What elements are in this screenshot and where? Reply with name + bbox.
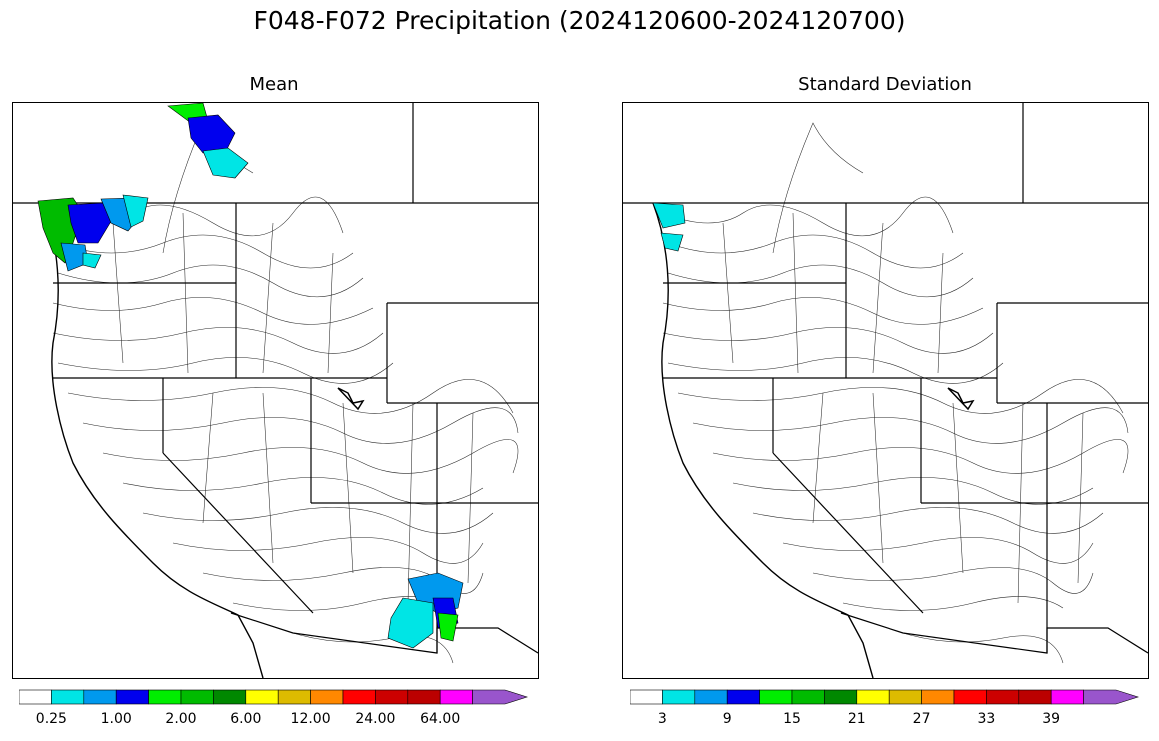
mean-colorbar-tick-label: 1.00 bbox=[100, 711, 132, 727]
mean-colorbar-swatch bbox=[472, 689, 528, 705]
stddev-panel-title: Standard Deviation bbox=[798, 74, 972, 95]
mean-colorbar-swatch bbox=[277, 689, 311, 705]
stddev-colorbar-swatch bbox=[662, 689, 696, 705]
mean-colorbar-tick-label: 6.00 bbox=[230, 711, 262, 727]
stddev-colorbar-tick-label: 33 bbox=[977, 711, 996, 727]
watershed-boundaries bbox=[52, 122, 519, 664]
stddev-colorbar-swatch bbox=[630, 689, 663, 705]
coastline bbox=[42, 202, 264, 678]
stddev-colorbar bbox=[630, 689, 1139, 705]
mean-colorbar-swatch bbox=[407, 689, 441, 705]
stddev-colorbar-tick-label: 3 bbox=[657, 711, 667, 727]
mean-map bbox=[13, 103, 538, 678]
stddev-colorbar-swatch bbox=[1050, 689, 1084, 705]
mean-colorbar-tick-label: 12.00 bbox=[290, 711, 331, 727]
stddev-colorbar-swatch bbox=[921, 689, 955, 705]
stddev-colorbar-swatch bbox=[1018, 689, 1052, 705]
stddev-colorbar-tick-label: 15 bbox=[783, 711, 801, 727]
stddev-colorbar-tick-label: 21 bbox=[847, 711, 866, 727]
mean-colorbar-swatch bbox=[375, 689, 409, 705]
mean-colorbar-swatch bbox=[19, 689, 52, 705]
stddev-map-panel bbox=[622, 102, 1149, 679]
stddev-colorbar-swatch bbox=[726, 689, 760, 705]
mean-colorbar-tick-label: 0.25 bbox=[35, 711, 67, 727]
mean-colorbar-swatch bbox=[148, 689, 182, 705]
stddev-colorbar-swatch bbox=[856, 689, 890, 705]
stddev-colorbar-swatch bbox=[759, 689, 793, 705]
mean-colorbar-tick-label: 24.00 bbox=[355, 711, 396, 727]
mean-colorbar-swatch bbox=[115, 689, 149, 705]
stddev-colorbar-swatch bbox=[953, 689, 987, 705]
stddev-colorbar-swatch bbox=[694, 689, 728, 705]
mean-colorbar bbox=[19, 689, 528, 705]
watershed-boundaries bbox=[662, 122, 1129, 664]
great-salt-lake bbox=[947, 387, 975, 411]
coastline bbox=[652, 202, 874, 678]
mean-colorbar-swatch bbox=[51, 689, 85, 705]
figure-title: F048-F072 Precipitation (2024120600-2024… bbox=[253, 6, 906, 35]
great-salt-lake bbox=[337, 387, 365, 411]
stddev-map bbox=[623, 103, 1148, 678]
mean-colorbar-swatch bbox=[180, 689, 214, 705]
border-lines bbox=[623, 103, 1148, 654]
mean-colorbar-tick-label: 2.00 bbox=[165, 711, 197, 727]
stddev-colorbar-swatch bbox=[1083, 689, 1139, 705]
mean-colorbar-swatch bbox=[342, 689, 376, 705]
mean-colorbar-swatch bbox=[439, 689, 473, 705]
mean-panel-title: Mean bbox=[249, 74, 299, 95]
mean-map-panel bbox=[12, 102, 539, 679]
mean-colorbar-swatch bbox=[213, 689, 247, 705]
stddev-colorbar-tick-label: 39 bbox=[1042, 711, 1061, 727]
border-lines bbox=[13, 103, 538, 654]
stddev-precip-regions bbox=[652, 202, 686, 252]
mean-colorbar-swatch bbox=[83, 689, 117, 705]
mean-colorbar-tick-label: 64.00 bbox=[420, 711, 461, 727]
mean-precip-regions bbox=[37, 103, 464, 649]
stddev-colorbar-swatch bbox=[888, 689, 922, 705]
stddev-colorbar-swatch bbox=[824, 689, 858, 705]
stddev-colorbar-tick-label: 9 bbox=[722, 711, 732, 727]
stddev-colorbar-tick-label: 27 bbox=[912, 711, 931, 727]
mean-colorbar-swatch bbox=[245, 689, 279, 705]
stddev-colorbar-swatch bbox=[791, 689, 825, 705]
mean-colorbar-swatch bbox=[310, 689, 344, 705]
stddev-colorbar-swatch bbox=[986, 689, 1020, 705]
